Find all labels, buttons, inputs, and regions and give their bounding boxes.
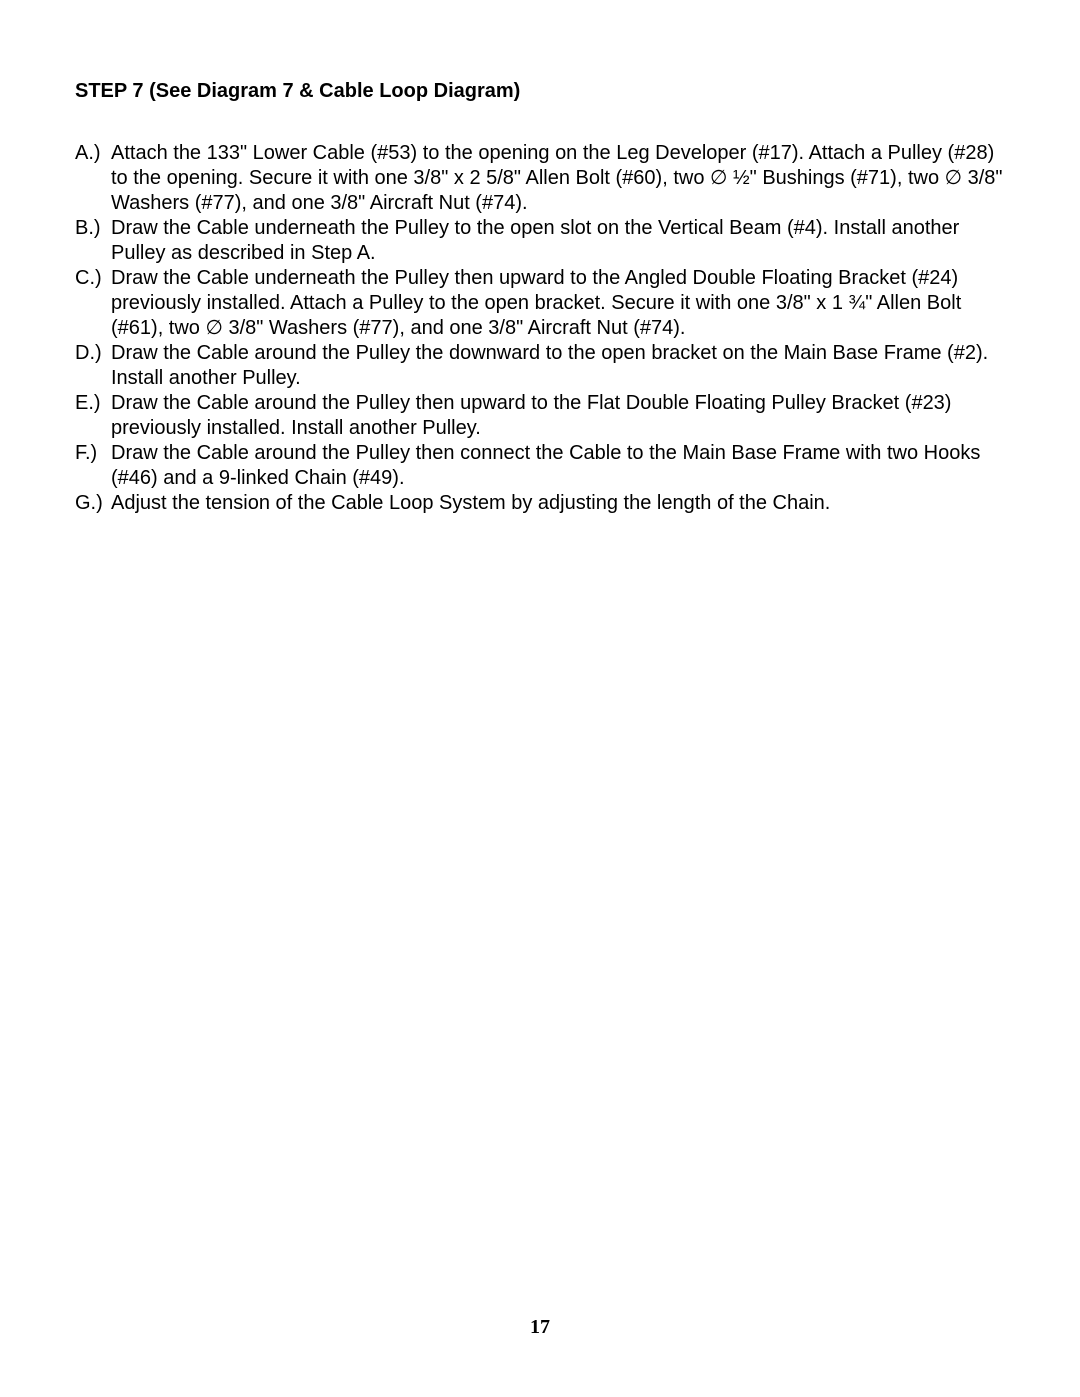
- instruction-text: Draw the Cable around the Pulley the dow…: [111, 341, 1005, 391]
- instruction-item: B.) Draw the Cable underneath the Pulley…: [75, 216, 1005, 266]
- page-number: 17: [0, 1316, 1080, 1339]
- instruction-item: G.) Adjust the tension of the Cable Loop…: [75, 491, 1005, 516]
- instruction-label: F.): [75, 441, 111, 491]
- instruction-label: D.): [75, 341, 111, 391]
- instruction-list: A.) Attach the 133" Lower Cable (#53) to…: [75, 141, 1005, 516]
- instruction-item: D.) Draw the Cable around the Pulley the…: [75, 341, 1005, 391]
- instruction-text: Adjust the tension of the Cable Loop Sys…: [111, 491, 1005, 516]
- instruction-text: Draw the Cable underneath the Pulley to …: [111, 216, 1005, 266]
- instruction-label: G.): [75, 491, 111, 516]
- page-content: STEP 7 (See Diagram 7 & Cable Loop Diagr…: [0, 0, 1080, 516]
- instruction-text: Draw the Cable around the Pulley then up…: [111, 391, 1005, 441]
- instruction-text: Draw the Cable around the Pulley then co…: [111, 441, 1005, 491]
- instruction-label: C.): [75, 266, 111, 341]
- instruction-label: E.): [75, 391, 111, 441]
- step-title: STEP 7 (See Diagram 7 & Cable Loop Diagr…: [75, 80, 1005, 103]
- instruction-label: B.): [75, 216, 111, 266]
- instruction-item: E.) Draw the Cable around the Pulley the…: [75, 391, 1005, 441]
- instruction-item: F.) Draw the Cable around the Pulley the…: [75, 441, 1005, 491]
- instruction-label: A.): [75, 141, 111, 216]
- instruction-item: A.) Attach the 133" Lower Cable (#53) to…: [75, 141, 1005, 216]
- instruction-item: C.) Draw the Cable underneath the Pulley…: [75, 266, 1005, 341]
- instruction-text: Attach the 133" Lower Cable (#53) to the…: [111, 141, 1005, 216]
- instruction-text: Draw the Cable underneath the Pulley the…: [111, 266, 1005, 341]
